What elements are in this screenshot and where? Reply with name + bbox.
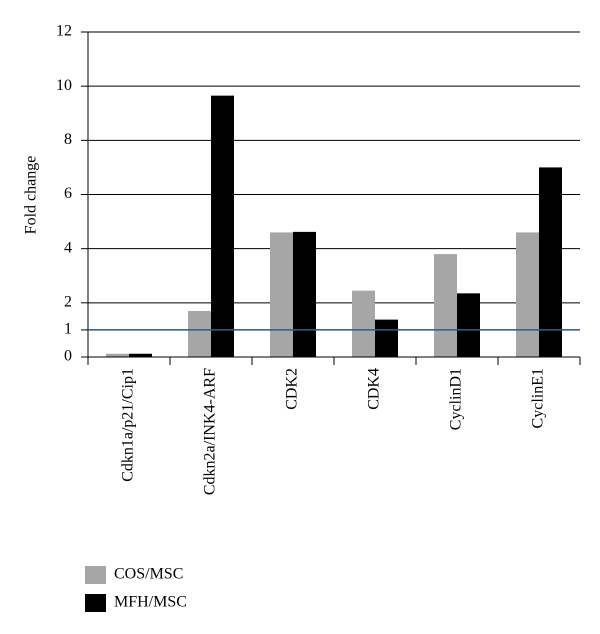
x-tick-label: CyclinD1 xyxy=(448,368,465,430)
legend-label: COS/MSC xyxy=(114,566,183,583)
bar xyxy=(106,353,129,357)
bar xyxy=(129,353,152,357)
y-tick-label: 4 xyxy=(64,239,72,256)
bar xyxy=(539,167,562,357)
y-tick-label: 0 xyxy=(64,348,72,365)
y-axis-label: Fold change xyxy=(23,156,40,235)
bar xyxy=(375,319,398,357)
bar xyxy=(516,232,539,357)
y-tick-label: 1 xyxy=(64,321,72,338)
x-tick-label: CyclinE1 xyxy=(530,368,547,428)
x-tick-label: Cdkn2a/INK4-ARF xyxy=(202,368,219,495)
legend-label: MFH/MSC xyxy=(114,594,187,611)
y-tick-label: 6 xyxy=(64,185,72,202)
bar xyxy=(457,293,480,357)
bar xyxy=(293,231,316,357)
y-tick-label: 12 xyxy=(56,23,72,40)
bar xyxy=(188,310,211,357)
y-tick-label: 10 xyxy=(56,77,72,94)
x-tick-label: CDK4 xyxy=(366,368,383,410)
y-tick-label: 2 xyxy=(64,294,72,311)
x-tick-label: CDK2 xyxy=(284,368,301,410)
x-tick-label: Cdkn1a/p21/Cip1 xyxy=(120,368,137,482)
bar xyxy=(434,254,457,357)
legend-swatch xyxy=(85,594,106,612)
bar xyxy=(211,95,234,357)
bar xyxy=(270,232,293,357)
legend-swatch xyxy=(85,566,106,584)
y-tick-label: 8 xyxy=(64,131,72,148)
bar xyxy=(352,290,375,357)
